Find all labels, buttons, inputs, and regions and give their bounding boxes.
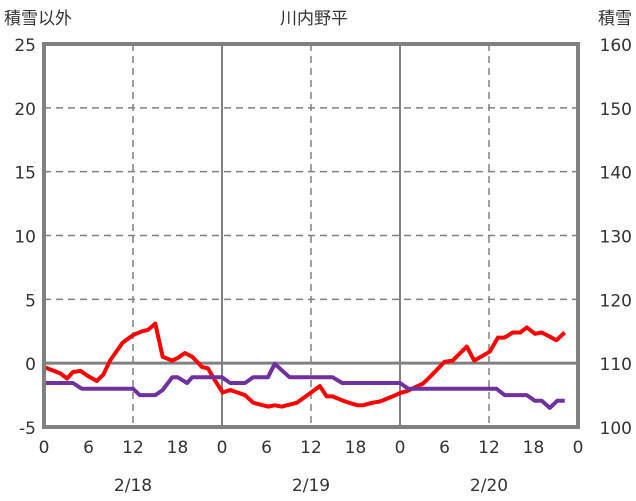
left-tick-label: 5 — [25, 291, 36, 311]
right-tick-label: 100 — [600, 419, 632, 439]
date-label: 2/19 — [292, 476, 330, 496]
x-tick-label: 6 — [261, 438, 272, 458]
x-tick-label: 6 — [439, 438, 450, 458]
left-tick-label: 0 — [25, 355, 36, 375]
right-tick-label: 160 — [600, 36, 632, 56]
left-axis-label: 積雪以外 — [4, 9, 72, 29]
left-tick-label: -5 — [19, 419, 36, 439]
series-line-non-snow — [43, 321, 567, 409]
x-tick-label: 12 — [478, 438, 500, 458]
left-tick-label: 20 — [14, 100, 36, 120]
x-tick-label: 0 — [573, 438, 584, 458]
series-line-snow-depth — [44, 361, 565, 410]
x-tick-label: 12 — [300, 438, 322, 458]
date-label: 2/20 — [470, 476, 508, 496]
right-tick-label: 140 — [600, 164, 632, 184]
right-tick-label: 150 — [600, 100, 632, 120]
right-axis-label: 積雪 — [598, 9, 632, 29]
x-tick-label: 0 — [395, 438, 406, 458]
left-tick-label: 15 — [14, 164, 36, 184]
x-tick-label: 0 — [39, 438, 50, 458]
x-tick-label: 0 — [217, 438, 228, 458]
x-tick-label: 18 — [523, 438, 545, 458]
x-tick-label: 18 — [167, 438, 189, 458]
left-tick-label: 25 — [14, 36, 36, 56]
right-tick-label: 120 — [600, 291, 632, 311]
x-tick-label: 12 — [122, 438, 144, 458]
right-tick-label: 110 — [600, 355, 632, 375]
left-tick-label: 10 — [14, 228, 36, 248]
date-label: 2/18 — [114, 476, 152, 496]
x-tick-label: 18 — [345, 438, 367, 458]
x-tick-label: 6 — [83, 438, 94, 458]
plot-area-border — [42, 42, 580, 429]
right-tick-label: 130 — [600, 228, 632, 248]
chart-title: 川内野平 — [280, 9, 348, 29]
